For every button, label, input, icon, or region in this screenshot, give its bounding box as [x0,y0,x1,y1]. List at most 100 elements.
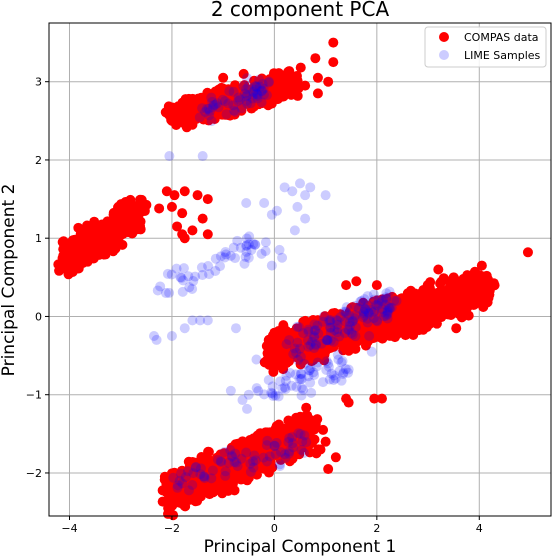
plot-frame [48,22,552,517]
lime-point [188,468,199,479]
lime-point [201,103,212,114]
lime-point [172,482,183,493]
compas-point [341,280,352,291]
compas-point [328,57,339,68]
compas-point [167,468,178,479]
lime-point [284,446,295,457]
lime-point [369,306,380,317]
lime-point [311,339,322,350]
lime-point [313,328,324,339]
lime-point [287,186,298,197]
lime-point [358,308,369,319]
lime-point [332,324,343,335]
compas-point [306,422,317,433]
compas-point [236,451,247,462]
compas-point [300,80,311,91]
lime-point [308,367,319,378]
lime-point [267,388,278,399]
lime-point [347,329,358,340]
lime-point [256,85,267,96]
compas-point [464,276,475,287]
lime-point [338,369,349,380]
lime-point [232,235,243,246]
compas-point [289,327,300,338]
compas-point [79,240,90,251]
lime-point [367,307,378,318]
compas-point [77,249,88,260]
lime-point [366,304,377,315]
compas-point [238,68,249,79]
compas-point [265,339,276,350]
lime-point [386,302,397,313]
lime-point [183,485,194,496]
lime-point [309,319,320,330]
compas-point [372,320,383,331]
lime-point [258,452,269,463]
compas-point [426,296,437,307]
lime-point [343,364,354,375]
lime-point [248,456,259,467]
compas-point [248,452,259,463]
legend-label-compas: COMPAS data [464,31,539,44]
compas-point [437,287,448,298]
lime-point [368,289,379,300]
y-tick-label: −2 [26,467,42,480]
lime-point [377,303,388,314]
compas-point [116,199,127,210]
lime-point [312,357,323,368]
lime-point [382,305,393,316]
compas-point [136,194,147,205]
lime-point [268,390,279,401]
compas-point [323,464,334,475]
lime-point [279,382,290,393]
lime-point [323,361,334,372]
lime-point [206,473,217,484]
lime-point [341,308,352,319]
lime-point [283,448,294,459]
lime-point [263,375,274,386]
compas-point [312,72,323,83]
lime-point [204,269,215,280]
lime-point [254,81,265,92]
compas-point [400,330,411,341]
lime-point [378,294,389,305]
lime-point [194,112,205,123]
compas-point [197,213,208,224]
lime-point [210,253,221,264]
x-tick-label: 0 [271,522,278,535]
lime-point [245,458,256,469]
lime-point [178,275,189,286]
lime-point [251,88,262,99]
compas-point [324,321,335,332]
lime-point [309,369,320,380]
lime-point [378,311,389,322]
compas-point [295,420,306,431]
lime-point [221,249,232,260]
lime-point [300,190,311,201]
compas-point [397,294,408,305]
compas-point [312,414,323,425]
x-tick-label: −2 [164,522,180,535]
compas-point [181,494,192,505]
compas-point [167,102,178,113]
lime-point [258,89,269,100]
lime-point [293,321,304,332]
compas-point [268,449,279,460]
lime-point [266,260,277,271]
lime-point [259,197,270,208]
lime-point [164,287,175,298]
lime-point [305,339,316,350]
lime-point [164,151,175,162]
lime-point [241,447,252,458]
lime-point [243,81,254,92]
lime-point [359,310,370,321]
lime-point [195,469,206,480]
lime-point [288,442,299,453]
lime-point [225,385,236,396]
lime-point [299,358,310,369]
compas-point [311,337,322,348]
lime-point [242,98,253,109]
compas-point [110,238,121,249]
compas-point [384,324,395,335]
lime-point [212,98,223,109]
